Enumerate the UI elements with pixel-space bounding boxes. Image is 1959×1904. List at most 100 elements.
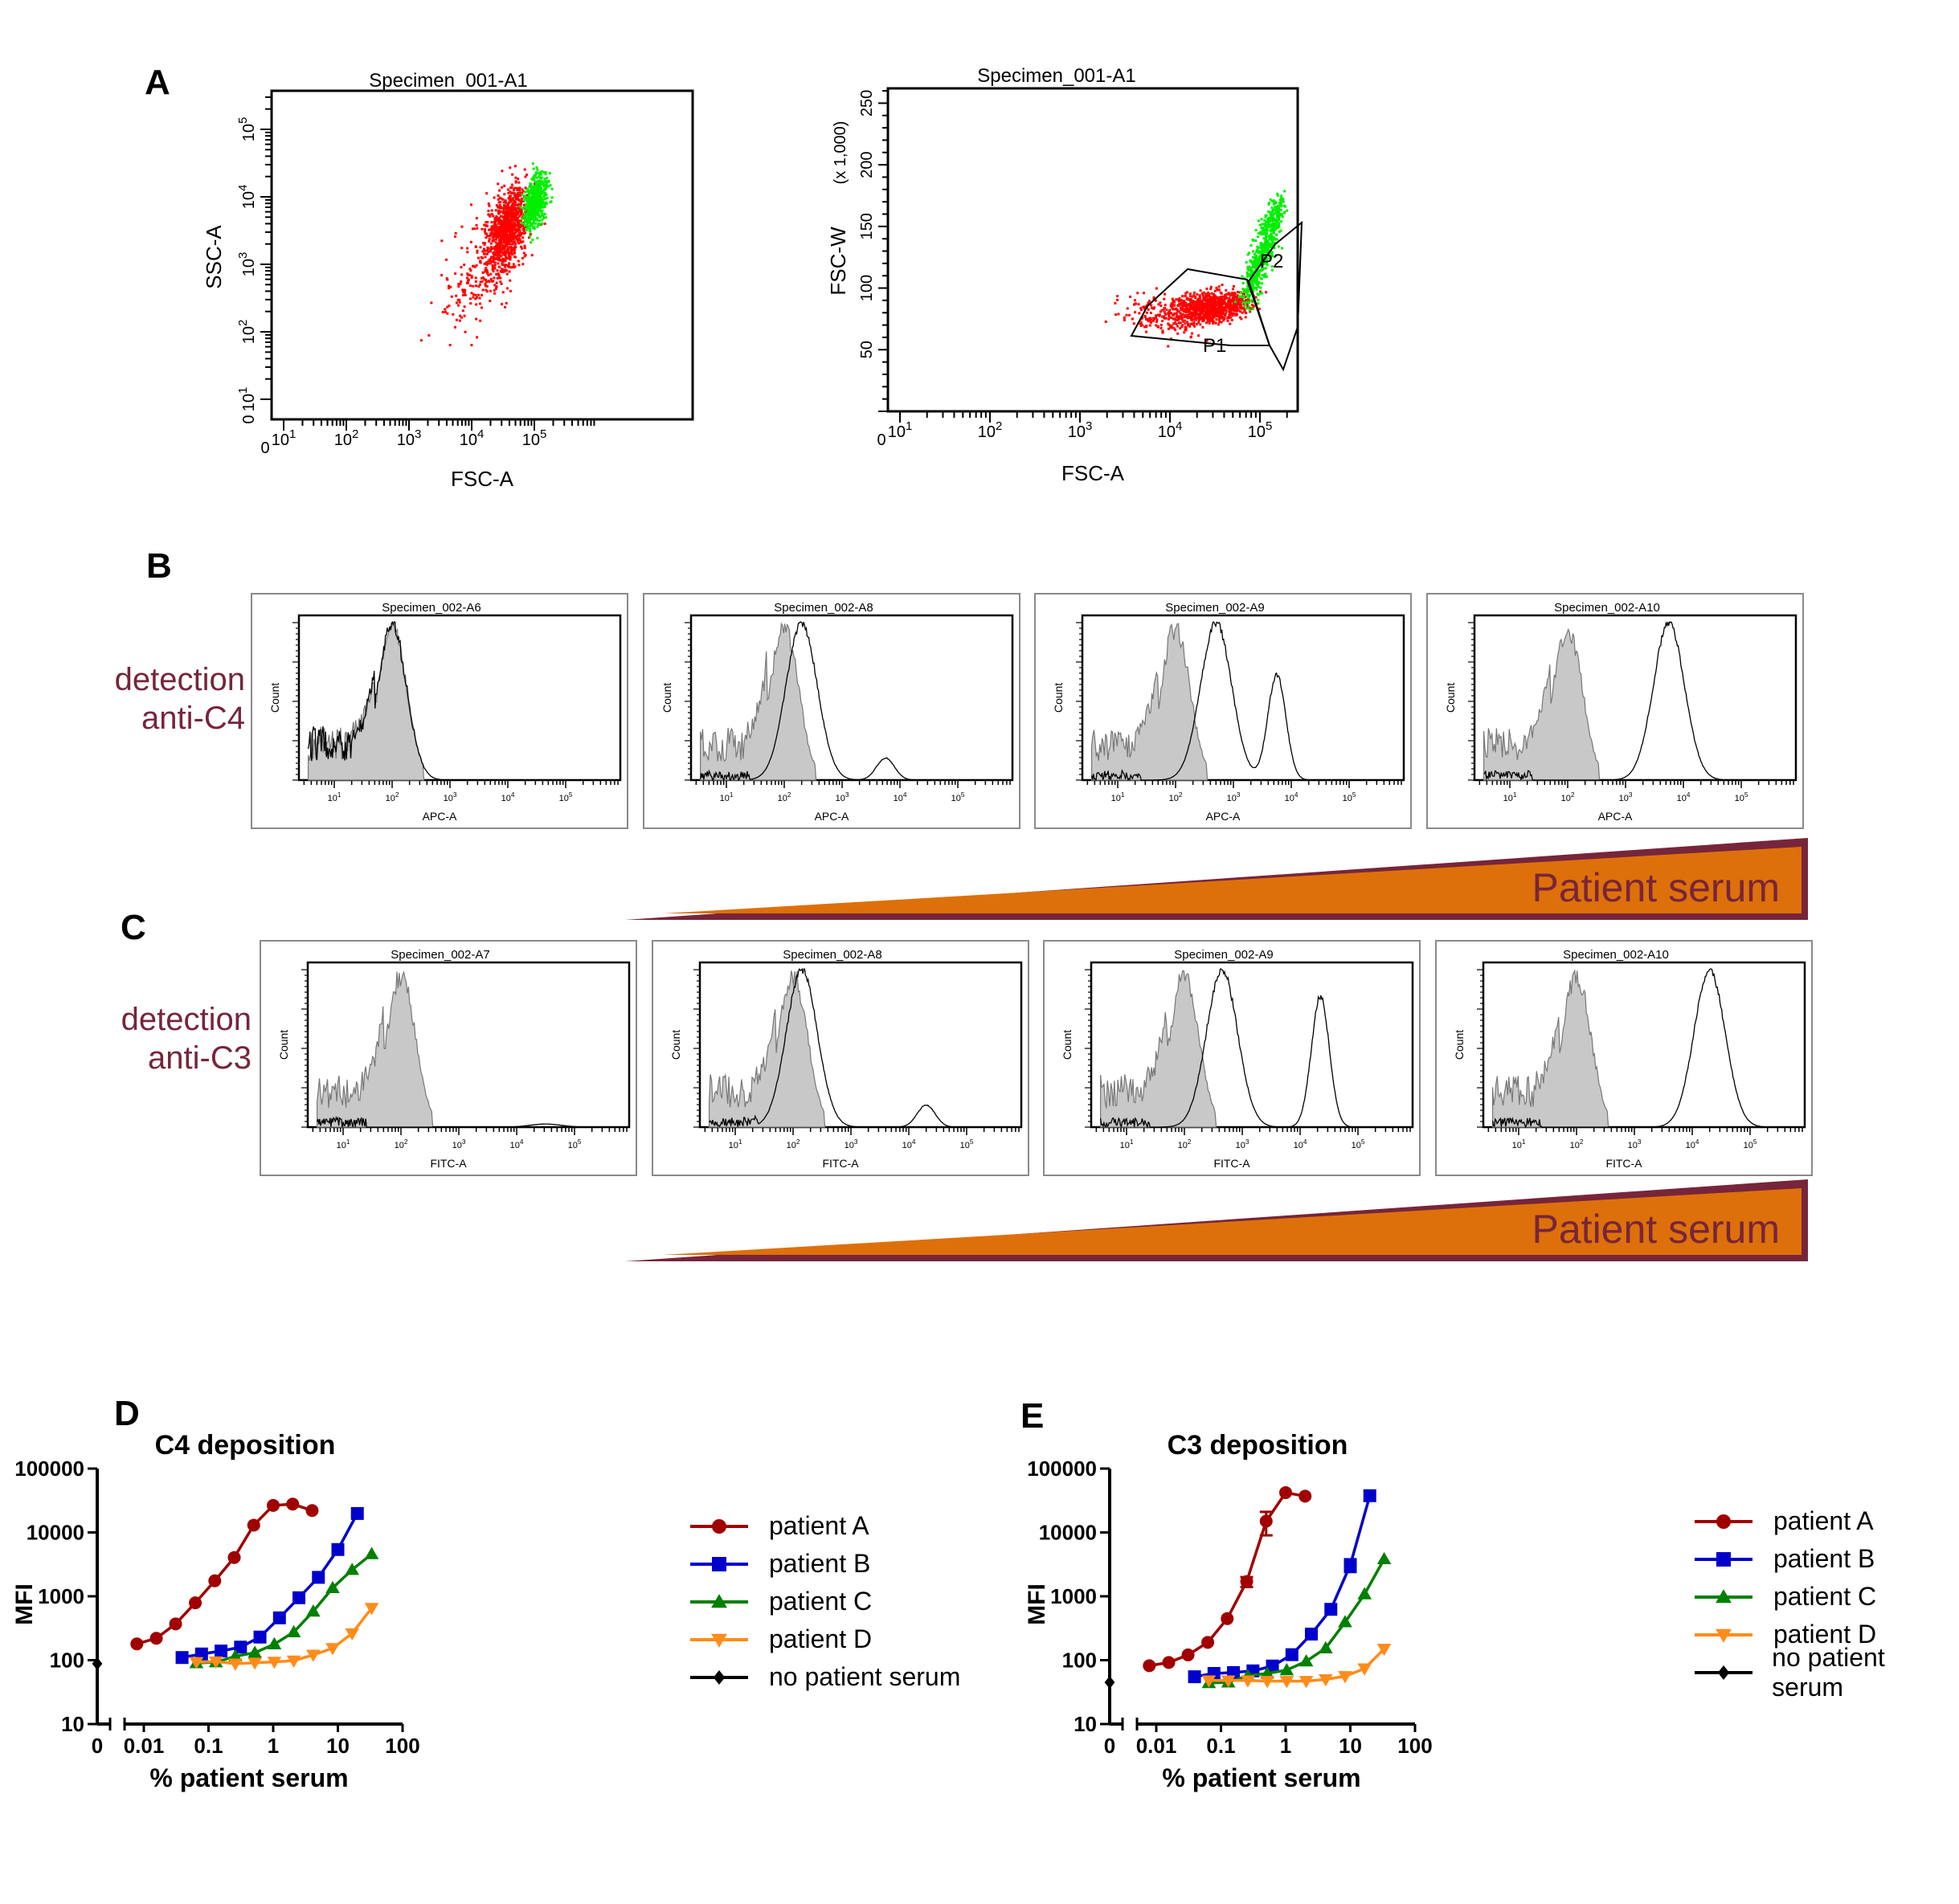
event-red bbox=[1200, 317, 1203, 321]
event-red bbox=[457, 282, 460, 285]
event-red bbox=[501, 244, 505, 247]
event-green bbox=[1265, 276, 1268, 279]
event-red bbox=[472, 293, 475, 296]
x-tick-label: 104 bbox=[460, 427, 485, 449]
event-red bbox=[487, 228, 490, 231]
event-red bbox=[485, 288, 488, 292]
event-red bbox=[1148, 317, 1151, 321]
event-red bbox=[1229, 304, 1232, 308]
event-red bbox=[1230, 304, 1233, 308]
histogram-ylabel-group: Count bbox=[1453, 1030, 1466, 1060]
event-green bbox=[539, 206, 542, 209]
x-tick-label: 104 bbox=[1158, 419, 1183, 441]
event-red bbox=[459, 314, 462, 317]
event-red bbox=[1183, 316, 1186, 319]
event-green bbox=[1258, 275, 1261, 278]
event-green bbox=[537, 202, 540, 206]
event-red bbox=[500, 259, 503, 263]
event-red bbox=[1156, 325, 1159, 329]
event-red bbox=[510, 206, 513, 209]
event-red bbox=[513, 165, 517, 168]
event-red bbox=[493, 292, 497, 295]
event-green bbox=[521, 194, 524, 197]
event-red bbox=[1209, 288, 1213, 291]
event-red bbox=[441, 311, 444, 314]
event-red bbox=[483, 230, 486, 233]
event-green bbox=[1259, 257, 1262, 260]
event-green bbox=[1263, 219, 1266, 222]
event-red bbox=[1244, 311, 1247, 314]
event-green bbox=[538, 198, 542, 201]
event-red bbox=[1208, 321, 1211, 325]
event-red bbox=[510, 231, 513, 234]
event-red bbox=[503, 247, 506, 251]
x-tick-label: 102 bbox=[1570, 1138, 1584, 1150]
marker-circle bbox=[130, 1637, 144, 1651]
event-red bbox=[518, 239, 521, 242]
event-green bbox=[1251, 255, 1254, 259]
event-green bbox=[1270, 235, 1273, 238]
event-red bbox=[1184, 322, 1187, 325]
event-green bbox=[1252, 239, 1255, 242]
y-tick-label: 1000 bbox=[38, 1584, 84, 1608]
event-green bbox=[1265, 214, 1268, 217]
gate-p2[interactable] bbox=[1247, 220, 1303, 372]
event-red bbox=[491, 264, 494, 267]
event-red bbox=[1228, 310, 1231, 313]
event-red bbox=[464, 330, 467, 333]
gate-p1[interactable] bbox=[1130, 268, 1271, 346]
histogram-title: Specimen_002-A9 bbox=[1165, 601, 1264, 615]
event-red bbox=[1214, 310, 1217, 313]
legend-label: patient A bbox=[769, 1511, 869, 1540]
y-tick-label-group: 101 bbox=[236, 387, 258, 412]
event-red bbox=[1159, 304, 1163, 308]
event-red bbox=[499, 228, 502, 231]
event-green bbox=[538, 193, 541, 196]
event-red bbox=[521, 256, 524, 259]
event-red bbox=[521, 236, 525, 239]
event-red bbox=[1219, 300, 1222, 304]
event-red bbox=[1197, 315, 1200, 318]
event-red bbox=[501, 262, 504, 265]
event-red bbox=[1123, 316, 1126, 319]
event-red bbox=[487, 210, 490, 213]
event-green bbox=[1278, 198, 1282, 202]
event-red bbox=[473, 265, 476, 268]
event-red bbox=[1228, 300, 1231, 304]
event-red bbox=[1233, 309, 1237, 313]
marker-square bbox=[1324, 1603, 1338, 1616]
event-red bbox=[501, 271, 505, 274]
event-green bbox=[1242, 296, 1245, 299]
histogram-xlabel: APC-A bbox=[423, 810, 457, 823]
event-red bbox=[479, 260, 482, 264]
event-red bbox=[513, 208, 517, 211]
event-red bbox=[463, 305, 466, 308]
event-green bbox=[1272, 222, 1275, 225]
event-red bbox=[1151, 320, 1155, 323]
event-green bbox=[540, 214, 543, 217]
event-red bbox=[481, 293, 484, 296]
event-red bbox=[1213, 313, 1216, 317]
event-green bbox=[544, 173, 547, 176]
event-red bbox=[1202, 299, 1205, 302]
histogram-xlabel: FITC-A bbox=[1605, 1157, 1642, 1170]
event-red bbox=[1174, 318, 1177, 321]
event-green bbox=[1282, 198, 1285, 201]
event-red bbox=[1114, 301, 1117, 304]
wedge-c-label: Patient serum bbox=[1532, 1207, 1780, 1252]
marker-circle bbox=[1259, 1514, 1273, 1528]
x-tick-label: 103 bbox=[836, 791, 849, 803]
event-green bbox=[1259, 286, 1262, 289]
event-green bbox=[1270, 228, 1274, 231]
x-tick-label: 105 bbox=[559, 791, 573, 803]
event-red bbox=[489, 272, 493, 276]
event-green bbox=[1259, 243, 1262, 247]
event-red bbox=[505, 269, 508, 272]
event-green bbox=[1254, 251, 1258, 254]
c3-histogram-2: Specimen_002-A8 101 102 103 104 105 FITC-A Coun… bbox=[652, 940, 1029, 1176]
event-red bbox=[453, 325, 456, 329]
event-red bbox=[511, 209, 514, 212]
event-red bbox=[1184, 295, 1187, 298]
